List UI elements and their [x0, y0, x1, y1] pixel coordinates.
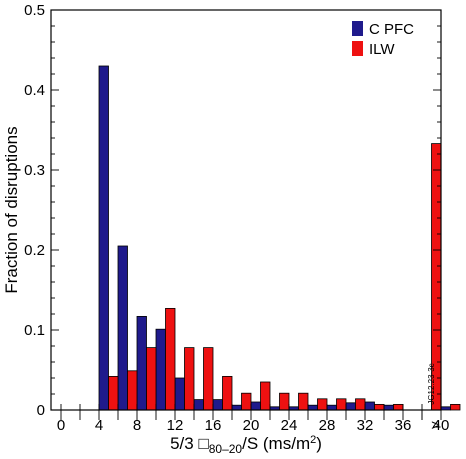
- x-tick-label: 16: [205, 417, 222, 434]
- legend-swatch-c-pfc: [352, 21, 363, 36]
- bar-c-pfc-40: [440, 406, 451, 411]
- bar-ilw-40: [450, 403, 461, 411]
- bar-ilw-10: [165, 307, 176, 411]
- bar-c-pfc-34: [383, 404, 394, 411]
- x-tick-label: 4: [95, 417, 103, 434]
- bar-ilw-34: [393, 403, 404, 411]
- bar-ilw-12: [184, 347, 195, 411]
- bar-c-pfc-18: [231, 404, 242, 411]
- x-axis-title: 5/3 □80–20/S (ms/m2): [170, 434, 322, 456]
- y-axis-title: Fraction of disruptions: [2, 126, 21, 293]
- bar-ilw-18: [241, 392, 252, 411]
- x-tick-label: 32: [357, 417, 374, 434]
- x-tick-label: 24: [281, 417, 298, 434]
- missing-glyph-box: □: [198, 434, 208, 453]
- bar-ilw-28: [336, 398, 347, 411]
- x-tick-label: 8: [133, 417, 141, 434]
- bar-ilw-20: [260, 381, 271, 411]
- legend-label-ilw: ILW: [369, 41, 395, 58]
- bar-c-pfc-28: [326, 404, 337, 411]
- bar-c-pfc-26: [307, 404, 318, 411]
- plot-frame: [50, 9, 442, 411]
- x-tick-label: >: [431, 417, 440, 434]
- x-tick-label: 0: [57, 417, 65, 434]
- axis-ticks: [51, 9, 442, 420]
- y-tick-label: 0.2: [24, 242, 45, 259]
- x-tick-label: 36: [395, 417, 412, 434]
- legend-label-c-pfc: C PFC: [369, 21, 414, 38]
- x-tick-labels: 0 4 8 12 16 20 24 28 32 36 40>: [57, 417, 450, 434]
- legend-swatch-ilw: [352, 41, 363, 56]
- y-tick-label: 0.1: [24, 322, 45, 339]
- bar-c-pfc-4: [98, 65, 109, 411]
- bar-ilw-8: [146, 347, 157, 411]
- bar-c-pfc-20: [250, 401, 261, 411]
- bar-ilw-4: [108, 375, 119, 411]
- bar-ilw-32: [374, 403, 385, 411]
- bar-ilw-16: [222, 375, 233, 411]
- bar-c-pfc-14: [193, 399, 204, 411]
- bar-ilw-26: [317, 398, 328, 411]
- x-tick-label: 12: [167, 417, 184, 434]
- bar-ilw-22: [279, 392, 290, 411]
- bar-ilw-14: [203, 347, 214, 411]
- bar-ilw-24: [298, 392, 309, 411]
- bar-c-pfc-8: [136, 315, 147, 411]
- bar-c-pfc-32: [364, 401, 375, 411]
- bar-c-pfc-10: [155, 328, 166, 411]
- figure-id-note: JG12.23-3c: [427, 363, 436, 404]
- bar-c-pfc-12: [174, 377, 185, 411]
- x-tick-label: 20: [243, 417, 260, 434]
- x-tick-label: 40: [433, 417, 450, 434]
- bar-ilw-6: [127, 370, 138, 411]
- y-tick-label: 0.4: [24, 82, 45, 99]
- y-tick-label: 0: [37, 402, 45, 419]
- y-tick-labels: 0 0.1 0.2 0.3 0.4 0.5: [24, 2, 45, 419]
- x-tick-label: 28: [319, 417, 336, 434]
- bar-c-pfc-16: [212, 399, 223, 411]
- y-tick-label: 0.5: [24, 2, 45, 19]
- y-tick-label: 0.3: [24, 162, 45, 179]
- bar-layer: [98, 65, 461, 411]
- bar-ilw-30: [355, 398, 366, 411]
- bar-c-pfc-6: [117, 245, 128, 411]
- legend: C PFC ILW: [352, 21, 414, 58]
- bar-c-pfc-30: [345, 402, 356, 411]
